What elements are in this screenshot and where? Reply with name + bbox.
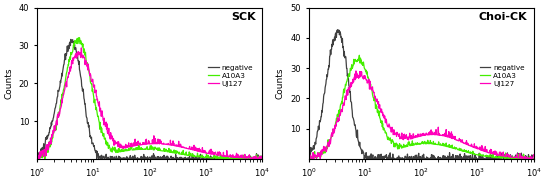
- UJ127: [92, 90, 98, 92]
- Line: A10A3: A10A3: [37, 38, 262, 159]
- negative: [259, 155, 265, 157]
- A10A3: [345, 75, 352, 77]
- negative: [407, 157, 414, 159]
- A10A3: [356, 54, 363, 56]
- Y-axis label: Counts: Counts: [276, 68, 285, 99]
- negative: [74, 53, 80, 55]
- negative: [475, 158, 482, 160]
- A10A3: [259, 156, 265, 158]
- negative: [456, 158, 462, 160]
- Line: negative: negative: [37, 39, 262, 159]
- negative: [204, 157, 210, 160]
- UJ127: [531, 154, 537, 156]
- A10A3: [305, 158, 312, 160]
- UJ127: [78, 47, 85, 49]
- UJ127: [456, 137, 462, 140]
- UJ127: [345, 86, 352, 89]
- negative: [364, 155, 370, 157]
- Line: A10A3: A10A3: [308, 55, 534, 159]
- UJ127: [167, 144, 173, 146]
- UJ127: [475, 147, 482, 149]
- UJ127: [204, 152, 210, 154]
- Text: SCK: SCK: [231, 12, 256, 22]
- A10A3: [136, 148, 143, 151]
- A10A3: [92, 104, 98, 106]
- A10A3: [185, 154, 191, 156]
- Y-axis label: Counts: Counts: [4, 68, 13, 99]
- Line: UJ127: UJ127: [37, 48, 262, 159]
- A10A3: [204, 156, 210, 158]
- negative: [136, 158, 143, 160]
- A10A3: [76, 37, 83, 39]
- UJ127: [407, 138, 414, 140]
- UJ127: [364, 79, 370, 81]
- A10A3: [34, 158, 40, 160]
- UJ127: [259, 158, 265, 160]
- Legend: negative, A10A3, UJ127: negative, A10A3, UJ127: [477, 62, 528, 89]
- A10A3: [475, 154, 482, 156]
- A10A3: [167, 151, 173, 153]
- negative: [335, 29, 341, 31]
- negative: [531, 158, 537, 160]
- UJ127: [353, 70, 359, 72]
- A10A3: [456, 147, 462, 149]
- UJ127: [34, 158, 40, 160]
- UJ127: [305, 158, 312, 160]
- UJ127: [438, 134, 445, 136]
- Legend: negative, A10A3, UJ127: negative, A10A3, UJ127: [205, 62, 256, 89]
- Line: negative: negative: [308, 30, 534, 159]
- negative: [167, 158, 173, 160]
- negative: [185, 158, 191, 160]
- A10A3: [531, 158, 537, 160]
- negative: [34, 158, 40, 160]
- A10A3: [364, 72, 370, 75]
- Text: Choi-CK: Choi-CK: [478, 12, 527, 22]
- negative: [438, 157, 445, 159]
- negative: [346, 84, 352, 87]
- UJ127: [185, 147, 191, 150]
- A10A3: [407, 144, 414, 147]
- negative: [305, 158, 312, 160]
- UJ127: [136, 143, 143, 145]
- negative: [92, 149, 98, 152]
- Line: UJ127: UJ127: [308, 71, 534, 159]
- A10A3: [438, 144, 445, 146]
- negative: [68, 38, 74, 40]
- A10A3: [74, 39, 80, 41]
- UJ127: [74, 55, 80, 57]
